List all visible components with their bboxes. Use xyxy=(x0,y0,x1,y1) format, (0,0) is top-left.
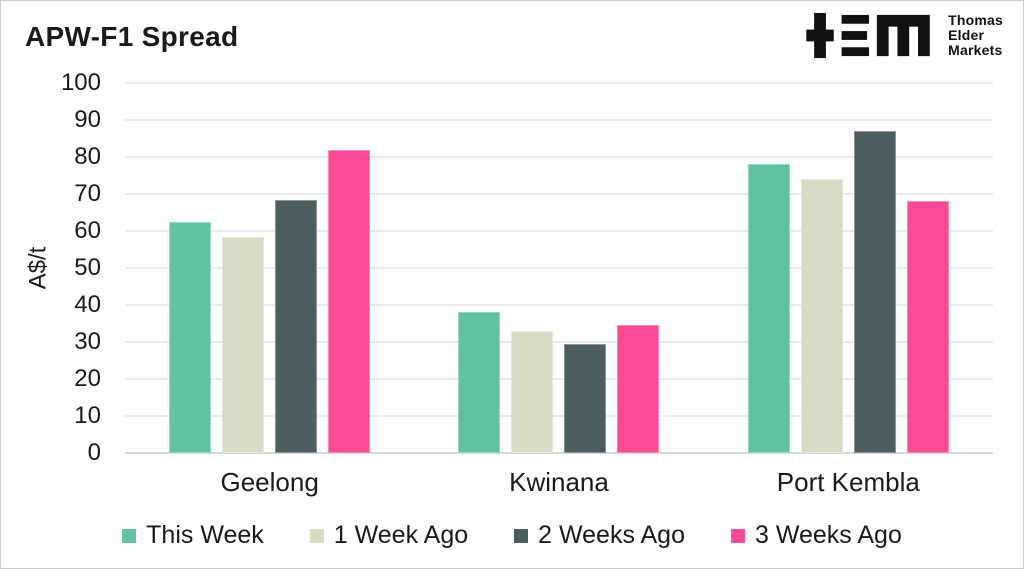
tem-logo-icon xyxy=(806,12,930,59)
bar-groups xyxy=(125,83,993,453)
category-label: Port Kembla xyxy=(776,467,920,497)
gridline xyxy=(125,156,993,158)
y-tick-label: 30 xyxy=(74,328,101,355)
logo-wordmark: Thomas Elder Markets xyxy=(948,13,1003,58)
bar-group xyxy=(458,83,660,453)
bar xyxy=(747,164,790,453)
logo-line: Elder xyxy=(948,27,985,43)
gridline xyxy=(125,230,993,232)
y-tick-label: 80 xyxy=(74,143,101,170)
x-axis-labels: Geelong Kwinana Port Kembla xyxy=(125,467,993,498)
chart-title: APW-F1 Spread xyxy=(25,21,239,52)
legend-color-swatch xyxy=(309,528,324,543)
legend: This Week 1 Week Ago 2 Weeks Ago 3 Weeks Ag… xyxy=(1,521,1023,550)
bar-group xyxy=(747,83,949,453)
bar xyxy=(800,179,843,453)
gridline xyxy=(125,82,993,84)
y-axis-ticks: 0 10 20 30 40 50 60 70 80 90 100 xyxy=(1,71,105,465)
bar xyxy=(328,149,371,453)
bar xyxy=(617,325,660,453)
bar xyxy=(906,201,949,453)
bar xyxy=(458,312,501,453)
y-tick-label: 10 xyxy=(74,402,101,429)
category-label: Geelong xyxy=(220,467,319,497)
legend-item: 3 Weeks Ago xyxy=(731,521,902,550)
bar xyxy=(564,343,607,453)
gridline xyxy=(125,452,993,454)
bar xyxy=(853,131,896,453)
logo-line: Markets xyxy=(948,42,1003,58)
legend-color-swatch xyxy=(731,528,745,543)
y-tick-label: 40 xyxy=(74,291,101,318)
y-tick-label: 0 xyxy=(87,439,101,466)
bar xyxy=(511,330,554,453)
legend-color-swatch xyxy=(514,528,529,543)
gridline xyxy=(125,119,993,121)
legend-label: This Week xyxy=(146,521,264,549)
gridline xyxy=(125,267,993,269)
y-tick-label: 60 xyxy=(74,217,101,244)
gridline xyxy=(125,193,993,195)
y-tick-label: 20 xyxy=(74,365,101,392)
gridline xyxy=(125,304,993,306)
category-label: Kwinana xyxy=(509,467,609,497)
y-tick-label: 90 xyxy=(74,106,101,133)
logo-m-icon xyxy=(876,14,930,57)
legend-label: 3 Weeks Ago xyxy=(755,521,902,549)
legend-label: 2 Weeks Ago xyxy=(538,521,685,549)
legend-color-swatch xyxy=(122,528,137,543)
tem-logo: Thomas Elder Markets xyxy=(801,11,1003,60)
bar xyxy=(275,199,318,453)
gridline xyxy=(125,341,993,343)
legend-item: 1 Week Ago xyxy=(309,521,469,550)
y-tick-label: 100 xyxy=(60,69,101,96)
plot-area xyxy=(125,82,993,454)
legend-label: 1 Week Ago xyxy=(333,521,469,549)
bar xyxy=(222,236,265,453)
y-tick-label: 70 xyxy=(74,180,101,207)
bar-group xyxy=(169,83,371,453)
gridline xyxy=(125,378,993,380)
gridline xyxy=(125,415,993,417)
logo-e-icon xyxy=(841,14,870,24)
bar xyxy=(169,221,212,453)
legend-item: 2 Weeks Ago xyxy=(514,521,685,550)
logo-line: Thomas xyxy=(948,12,1003,28)
legend-item: This Week xyxy=(122,521,264,550)
y-tick-label: 50 xyxy=(74,254,101,281)
